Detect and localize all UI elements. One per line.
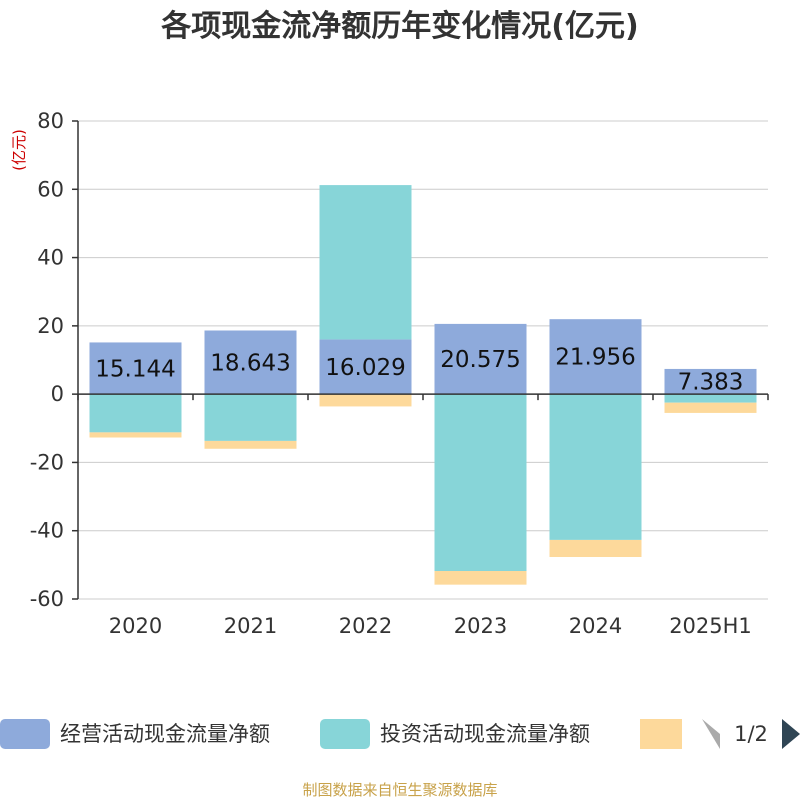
data-label-operating: 21.956	[555, 345, 635, 371]
bar-series	[89, 185, 757, 585]
legend-prev-page-button[interactable]	[702, 719, 720, 749]
bar-operating-2024[interactable]	[549, 319, 642, 395]
data-label-operating: 16.029	[325, 355, 405, 381]
data-label-operating: 15.144	[95, 356, 175, 382]
x-tick-label: 2021	[224, 614, 277, 638]
bar-operating-2025H1[interactable]	[664, 368, 757, 395]
bar-financing-2020[interactable]	[89, 432, 182, 438]
y-tick-label: 20	[37, 314, 64, 338]
y-tick-label: -40	[30, 519, 64, 543]
bar-financing-2025H1[interactable]	[664, 402, 757, 413]
bar-financing-2021[interactable]	[204, 440, 297, 449]
legend-item-financing[interactable]	[640, 719, 682, 749]
legend: 经营活动现金流量净额 投资活动现金流量净额 1/2	[0, 719, 800, 749]
triangle-left-icon	[702, 719, 720, 749]
x-tick-label: 2020	[109, 614, 162, 638]
axes: 80 60 40 20 0 -20 -40 -60 2020 2021 2022 2023 2024 20…	[30, 109, 769, 638]
y-tick-label: 40	[37, 246, 64, 270]
x-tick-label: 2023	[454, 614, 507, 638]
data-label-operating: 18.643	[210, 350, 290, 376]
bar-financing-2023[interactable]	[434, 571, 527, 585]
legend-pager-text: 1/2	[734, 722, 768, 746]
x-tick-label: 2024	[569, 614, 622, 638]
bar-investing-2020[interactable]	[89, 394, 182, 433]
legend-item-operating[interactable]: 经营活动现金流量净额	[0, 719, 270, 749]
bar-investing-2022[interactable]	[319, 185, 412, 340]
x-tick-label: 2022	[339, 614, 392, 638]
legend-next-page-button[interactable]	[782, 719, 800, 749]
data-label-operating: 20.575	[440, 347, 520, 373]
legend-item-investing[interactable]: 投资活动现金流量净额	[320, 719, 590, 749]
y-tick-label: 60	[37, 177, 64, 201]
legend-label-investing: 投资活动现金流量净额	[380, 722, 590, 746]
legend-swatch-investing	[320, 719, 370, 749]
y-axis-unit-label: (亿元)	[10, 129, 28, 171]
triangle-right-icon	[782, 719, 800, 749]
legend-label-operating: 经营活动现金流量净额	[60, 722, 270, 746]
legend-swatch-operating	[0, 719, 50, 749]
bar-investing-2025H1[interactable]	[664, 394, 757, 403]
y-tick-label: -20	[30, 450, 64, 474]
bar-investing-2023[interactable]	[434, 394, 527, 572]
bar-investing-2024[interactable]	[549, 394, 642, 540]
bar-operating-2020[interactable]	[89, 342, 182, 395]
source-note: 制图数据来自恒生聚源数据库	[302, 781, 497, 799]
y-tick-label: 0	[51, 382, 64, 406]
x-tick-label: 2025H1	[669, 614, 752, 638]
data-labels: 15.144 18.643 16.029 20.575 21.956 7.383	[95, 345, 743, 396]
y-tick-label: -60	[30, 587, 64, 611]
bar-financing-2022[interactable]	[319, 394, 412, 407]
bar-investing-2021[interactable]	[204, 394, 297, 441]
data-label-operating: 7.383	[678, 370, 744, 396]
bar-operating-2022[interactable]	[319, 339, 412, 395]
bar-operating-2021[interactable]	[204, 330, 297, 395]
chart-title: 各项现金流净额历年变化情况(亿元)	[160, 9, 638, 44]
bar-financing-2024[interactable]	[549, 539, 642, 558]
y-tick-label: 80	[37, 109, 64, 133]
bar-operating-2023[interactable]	[434, 323, 527, 395]
legend-swatch-financing	[640, 719, 682, 749]
